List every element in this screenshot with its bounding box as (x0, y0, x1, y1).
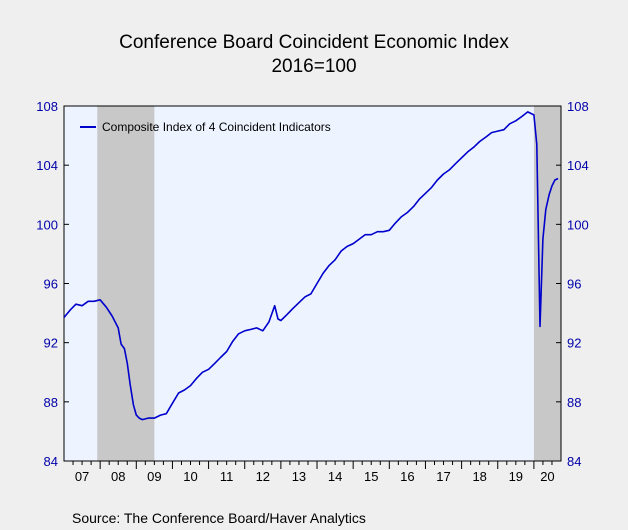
chart-title: Conference Board Coincident Economic Ind… (119, 32, 509, 53)
y-tick-label-right: 88 (567, 395, 581, 410)
x-tick-label: 16 (400, 469, 414, 484)
chart-subtitle: 2016=100 (271, 56, 357, 77)
x-tick-label: 07 (75, 469, 89, 484)
y-tick-label-left: 84 (44, 454, 58, 469)
y-tick-label-left: 88 (44, 395, 58, 410)
x-tick-label: 19 (509, 469, 523, 484)
legend-line-swatch (80, 126, 96, 128)
y-tick-label-right: 92 (567, 336, 581, 351)
x-tick-label: 09 (147, 469, 161, 484)
y-tick-label-right: 84 (567, 454, 581, 469)
x-tick-label: 17 (436, 469, 450, 484)
y-tick-label-left: 92 (44, 336, 58, 351)
y-tick-label-right: 104 (567, 158, 589, 173)
y-tick-label-left: 96 (44, 277, 58, 292)
x-tick-label: 10 (183, 469, 197, 484)
source-note: Source: The Conference Board/Haver Analy… (72, 510, 366, 526)
y-tick-label-right: 100 (567, 217, 589, 232)
y-tick-label-left: 100 (36, 217, 58, 232)
x-tick-label: 15 (364, 469, 378, 484)
x-tick-label: 14 (328, 469, 342, 484)
x-tick-label: 20 (540, 469, 554, 484)
x-tick-label: 13 (292, 469, 306, 484)
x-tick-label: 08 (111, 469, 125, 484)
y-tick-label-right: 96 (567, 277, 581, 292)
x-tick-label: 12 (256, 469, 270, 484)
recession-band-0 (97, 106, 155, 461)
x-tick-label: 18 (472, 469, 486, 484)
legend-label: Composite Index of 4 Coincident Indicato… (102, 120, 331, 134)
y-tick-label-left: 108 (36, 99, 58, 114)
x-tick-label: 11 (220, 469, 234, 484)
y-tick-label-left: 104 (36, 158, 58, 173)
y-tick-label-right: 108 (567, 99, 589, 114)
legend: Composite Index of 4 Coincident Indicato… (80, 120, 331, 134)
series-line-0 (63, 111, 559, 421)
